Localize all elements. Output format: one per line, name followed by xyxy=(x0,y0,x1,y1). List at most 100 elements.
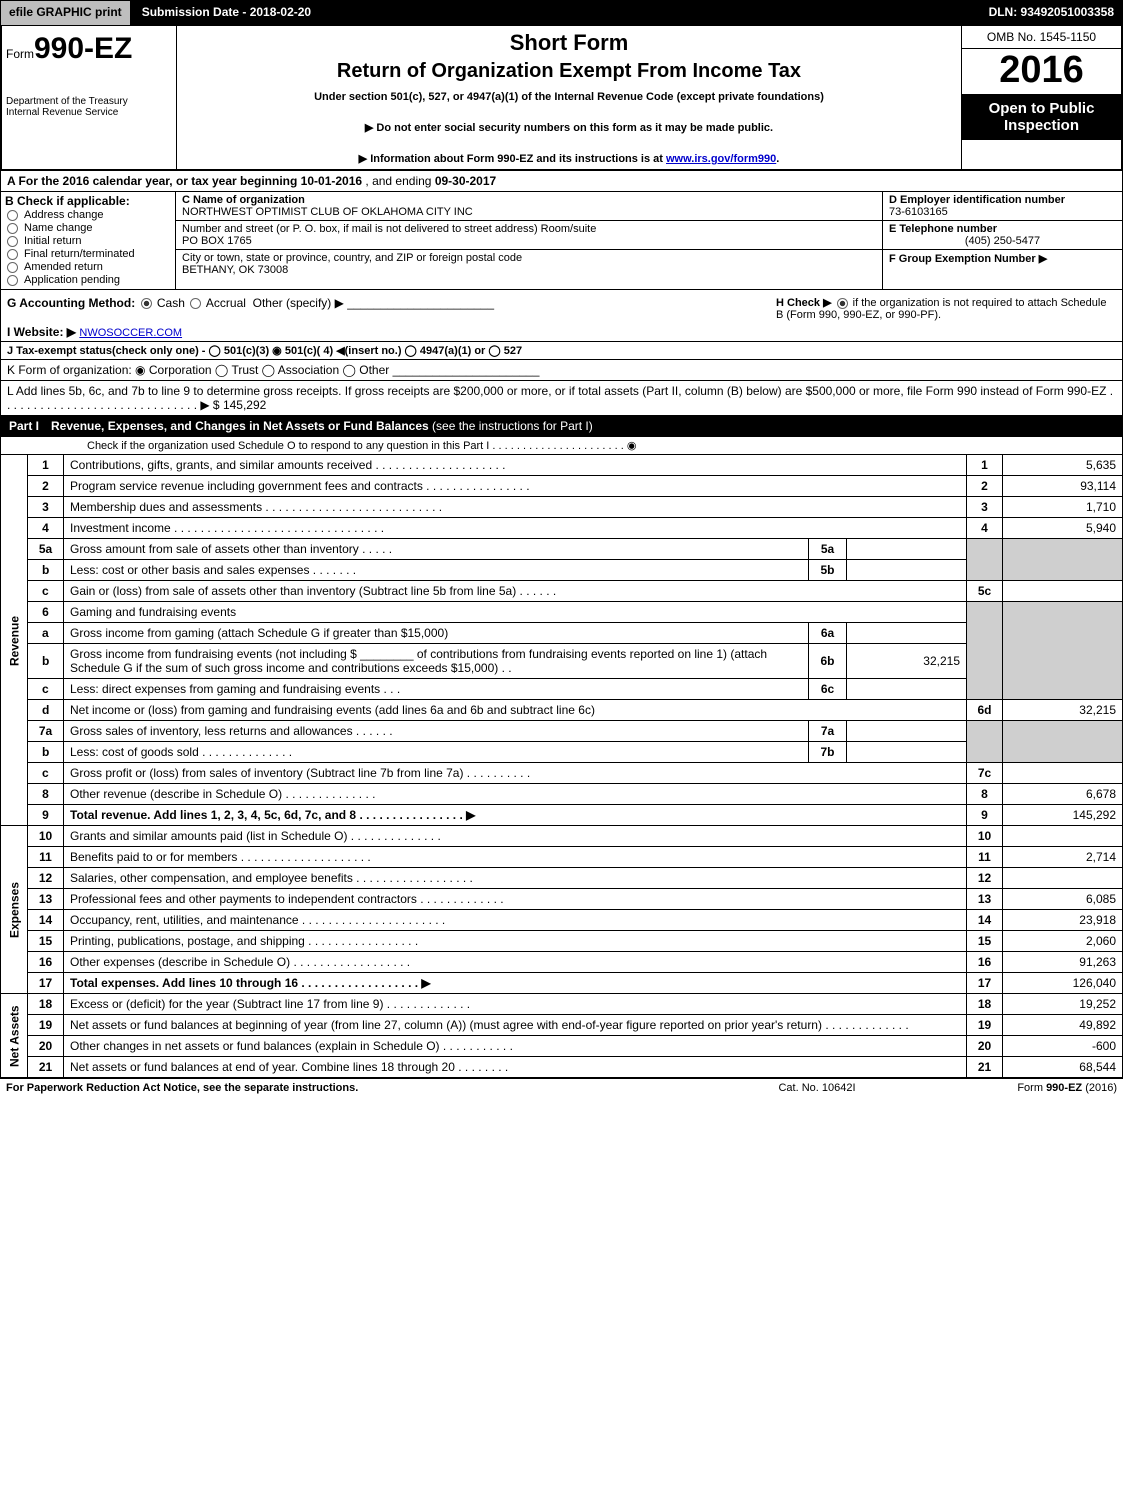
row-desc: Investment income . . . . . . . . . . . … xyxy=(64,518,967,539)
row-val: 93,114 xyxy=(1003,476,1123,497)
omb-number: OMB No. 1545-1150 xyxy=(962,26,1121,49)
page-footer: For Paperwork Reduction Act Notice, see … xyxy=(0,1078,1123,1097)
row-val: 126,040 xyxy=(1003,973,1123,994)
dept-label: Department of the Treasury Internal Reve… xyxy=(6,96,172,118)
row-ln: 17 xyxy=(967,973,1003,994)
l-val: 145,292 xyxy=(223,398,266,412)
row-num: a xyxy=(28,623,64,644)
row-desc: Occupancy, rent, utilities, and maintena… xyxy=(64,910,967,931)
i-label: I Website: ▶ xyxy=(7,325,76,339)
row-num: d xyxy=(28,700,64,721)
line-h: H Check ▶ if the organization is not req… xyxy=(776,296,1116,321)
row-ln: 20 xyxy=(967,1036,1003,1057)
chk-name-change[interactable]: Name change xyxy=(5,222,171,234)
radio-cash-icon[interactable] xyxy=(141,298,152,309)
g-accrual: Accrual xyxy=(206,296,246,310)
website-link[interactable]: NWOSOCCER.COM xyxy=(79,327,182,339)
row-mini: 5a xyxy=(809,539,847,560)
radio-icon xyxy=(7,275,18,286)
row-val: 32,215 xyxy=(1003,700,1123,721)
row-num: 17 xyxy=(28,973,64,994)
row-ln: 16 xyxy=(967,952,1003,973)
note-info-pre: ▶ Information about Form 990-EZ and its … xyxy=(359,153,666,165)
row-c-name: C Name of organization NORTHWEST OPTIMIS… xyxy=(176,192,882,221)
row-desc: Less: cost or other basis and sales expe… xyxy=(64,560,809,581)
h-label: H Check ▶ xyxy=(776,297,832,309)
row-ln: 11 xyxy=(967,847,1003,868)
footer-form: 990-EZ xyxy=(1046,1082,1082,1094)
row-num: 5a xyxy=(28,539,64,560)
row-val: 19,252 xyxy=(1003,994,1123,1015)
row-num: 13 xyxy=(28,889,64,910)
row-val: 68,544 xyxy=(1003,1057,1123,1078)
row-val xyxy=(1003,826,1123,847)
chk-initial-return[interactable]: Initial return xyxy=(5,235,171,247)
row-ln: 1 xyxy=(967,455,1003,476)
row-minival xyxy=(847,742,967,763)
row-desc: Total revenue. Add lines 1, 2, 3, 4, 5c,… xyxy=(64,805,967,826)
row-val: 23,918 xyxy=(1003,910,1123,931)
row-minival xyxy=(847,623,967,644)
top-bar: efile GRAPHIC print Submission Date - 20… xyxy=(0,0,1123,26)
topbar-spacer xyxy=(322,0,979,26)
chk-final-return[interactable]: Final return/terminated xyxy=(5,248,171,260)
row-mini: 7b xyxy=(809,742,847,763)
shade-cell xyxy=(1003,721,1123,763)
line-j: J Tax-exempt status(check only one) - ◯ … xyxy=(0,341,1123,359)
row-desc: Gross income from fundraising events (no… xyxy=(64,644,809,679)
chk-label: Application pending xyxy=(24,274,120,286)
row-val: 6,085 xyxy=(1003,889,1123,910)
row-ln: 4 xyxy=(967,518,1003,539)
row-ln: 12 xyxy=(967,868,1003,889)
chk-application-pending[interactable]: Application pending xyxy=(5,274,171,286)
row-mini: 7a xyxy=(809,721,847,742)
chk-amended-return[interactable]: Amended return xyxy=(5,261,171,273)
col-c: C Name of organization NORTHWEST OPTIMIS… xyxy=(176,192,882,289)
radio-h-icon[interactable] xyxy=(837,298,848,309)
form-header: Form990-EZ Department of the Treasury In… xyxy=(0,26,1123,171)
shade-cell xyxy=(1003,602,1123,700)
radio-icon xyxy=(7,249,18,260)
row-num: c xyxy=(28,679,64,700)
part-1-label: Part I xyxy=(9,419,51,433)
efile-print-button[interactable]: efile GRAPHIC print xyxy=(0,0,131,26)
row-desc: Gross amount from sale of assets other t… xyxy=(64,539,809,560)
row-desc: Printing, publications, postage, and shi… xyxy=(64,931,967,952)
row-ln: 13 xyxy=(967,889,1003,910)
g-label: G Accounting Method: xyxy=(7,296,135,310)
note-ssn: ▶ Do not enter social security numbers o… xyxy=(185,121,953,134)
chk-label: Address change xyxy=(24,209,104,221)
footer-left: For Paperwork Reduction Act Notice, see … xyxy=(6,1082,717,1094)
radio-accrual-icon[interactable] xyxy=(190,298,201,309)
chk-address-change[interactable]: Address change xyxy=(5,209,171,221)
row-desc: Gain or (loss) from sale of assets other… xyxy=(64,581,967,602)
row-val xyxy=(1003,868,1123,889)
c-name-label: C Name of organization xyxy=(182,194,876,206)
row-num: 12 xyxy=(28,868,64,889)
row-num: 14 xyxy=(28,910,64,931)
row-e-phone: E Telephone number (405) 250-5477 xyxy=(883,221,1122,250)
row-mini: 5b xyxy=(809,560,847,581)
line-a-mid: , and ending xyxy=(365,174,434,188)
row-ln: 15 xyxy=(967,931,1003,952)
shade-cell xyxy=(967,721,1003,763)
f-group-label: F Group Exemption Number ▶ xyxy=(889,252,1116,265)
form-prefix: Form xyxy=(6,47,34,61)
j-text: J Tax-exempt status(check only one) - ◯ … xyxy=(7,345,522,357)
row-c-addr: Number and street (or P. O. box, if mail… xyxy=(176,221,882,250)
row-val: 2,714 xyxy=(1003,847,1123,868)
k-text: K Form of organization: ◉ Corporation ◯ … xyxy=(7,363,389,377)
row-num: 20 xyxy=(28,1036,64,1057)
irs-link[interactable]: www.irs.gov/form990 xyxy=(666,153,776,165)
shade-cell xyxy=(1003,539,1123,581)
row-desc: Excess or (deficit) for the year (Subtra… xyxy=(64,994,967,1015)
submission-date: Submission Date - 2018-02-20 xyxy=(131,0,322,26)
row-desc: Other changes in net assets or fund bala… xyxy=(64,1036,967,1057)
row-ln: 5c xyxy=(967,581,1003,602)
header-right: OMB No. 1545-1150 2016 Open to Public In… xyxy=(961,26,1121,169)
row-ln: 10 xyxy=(967,826,1003,847)
form-number: 990-EZ xyxy=(34,32,132,65)
row-desc: Gross profit or (loss) from sales of inv… xyxy=(64,763,967,784)
line-a: A For the 2016 calendar year, or tax yea… xyxy=(0,171,1123,192)
row-val: 5,940 xyxy=(1003,518,1123,539)
